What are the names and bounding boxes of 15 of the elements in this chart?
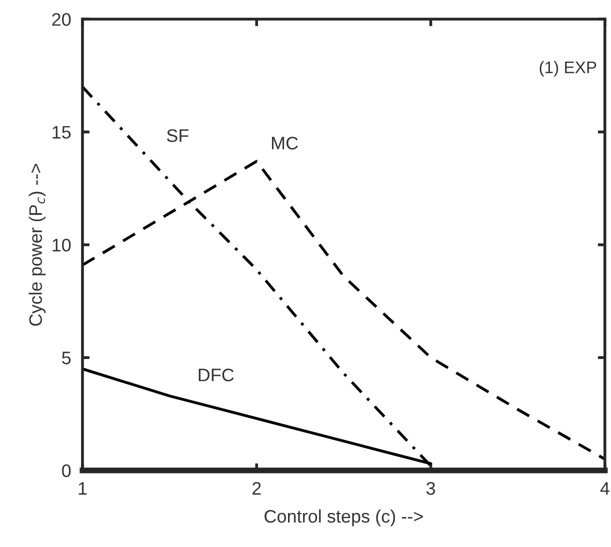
x-tick-label: 4 <box>600 482 610 495</box>
annotation: (1) EXP <box>540 61 596 77</box>
x-tick-label: 2 <box>252 482 261 495</box>
series-label: SF <box>166 129 188 142</box>
y-tick-label: 10 <box>52 238 71 252</box>
y-tick-label: 5 <box>62 352 71 364</box>
y-tick-label: 20 <box>52 13 71 26</box>
x-tick-label: 1 <box>78 482 87 495</box>
y-axis-title: Cycle power (P$_{c}$) --> <box>28 164 46 326</box>
series-label: MC <box>272 136 298 150</box>
series-label: DFC <box>198 368 234 382</box>
y-tick-label: 0 <box>62 464 71 478</box>
y-tick-label: 15 <box>52 126 71 139</box>
x-tick-label: 3 <box>426 482 435 495</box>
x-axis-title: Control steps (c) --> <box>264 509 423 526</box>
